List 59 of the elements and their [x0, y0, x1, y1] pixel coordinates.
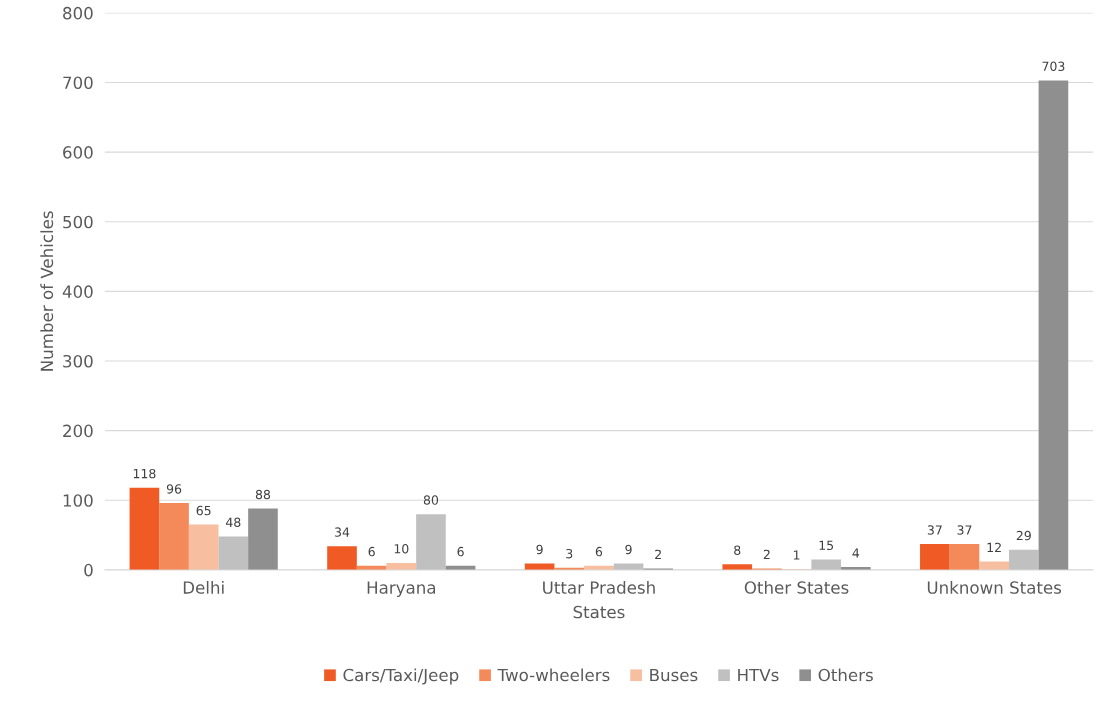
data-label: 6: [457, 546, 464, 557]
bar: [248, 508, 278, 570]
data-label: 96: [166, 484, 182, 494]
bar: [1038, 80, 1069, 570]
x-tick-label: Haryana: [367, 581, 436, 598]
bar: [129, 487, 160, 570]
y-tick-label: 200: [63, 424, 93, 438]
data-label: 2: [655, 549, 661, 559]
x-tick-label: Unknown States: [927, 580, 1062, 594]
y-tick-label: 0: [84, 563, 93, 577]
x-tick-label: Other States: [744, 580, 849, 594]
bar: [920, 544, 950, 570]
data-label: 37: [927, 525, 942, 535]
y-tick-label: 300: [63, 354, 93, 368]
x-axis-title: States: [573, 605, 625, 619]
data-label: 703: [1042, 61, 1065, 72]
data-label: 48: [225, 517, 241, 528]
data-label: 29: [1016, 530, 1031, 541]
y-tick-label: 400: [62, 285, 93, 298]
data-label: 88: [255, 489, 271, 500]
y-tick-label: 700: [63, 76, 93, 90]
bar: [722, 564, 753, 570]
data-label: 12: [987, 542, 1001, 552]
bar: [159, 503, 189, 570]
data-label: 2: [763, 549, 770, 559]
data-label: 1: [793, 550, 800, 560]
bar: [188, 524, 219, 570]
x-tick-label: Uttar Pradesh: [543, 580, 655, 594]
data-label: 8: [734, 545, 741, 555]
data-label: 80: [423, 495, 439, 505]
y-tick-label: 800: [63, 6, 93, 20]
data-label: 37: [957, 525, 972, 535]
bar: [811, 559, 841, 570]
data-label: 6: [368, 546, 375, 557]
data-label: 10: [394, 544, 409, 554]
y-tick-label: 100: [63, 494, 93, 507]
data-label: 15: [819, 540, 834, 551]
data-label: 9: [625, 544, 632, 555]
legend-label: Two-wheelers: [497, 668, 610, 682]
legend-label: Cars/Taxi/Jeep: [343, 668, 459, 685]
data-label: 65: [196, 505, 211, 516]
data-label: 4: [852, 548, 860, 558]
data-label: 3: [566, 548, 573, 559]
bar: [949, 544, 980, 570]
data-label: 34: [335, 527, 350, 537]
bar: [218, 536, 249, 570]
bar: [327, 546, 357, 570]
legend-label: HTVs: [738, 668, 779, 682]
y-tick-label: 600: [63, 146, 93, 159]
data-label: 118: [133, 468, 156, 479]
x-tick-label: Delhi: [183, 580, 224, 594]
legend-label: Others: [818, 668, 873, 682]
data-label: 9: [536, 544, 543, 555]
bar: [1008, 549, 1039, 570]
y-tick-label: 500: [63, 215, 93, 229]
y-axis-title: Number of Vehicles: [40, 211, 54, 371]
legend-label: Buses: [650, 668, 698, 682]
data-label: 6: [595, 546, 603, 557]
bar: [416, 514, 446, 570]
